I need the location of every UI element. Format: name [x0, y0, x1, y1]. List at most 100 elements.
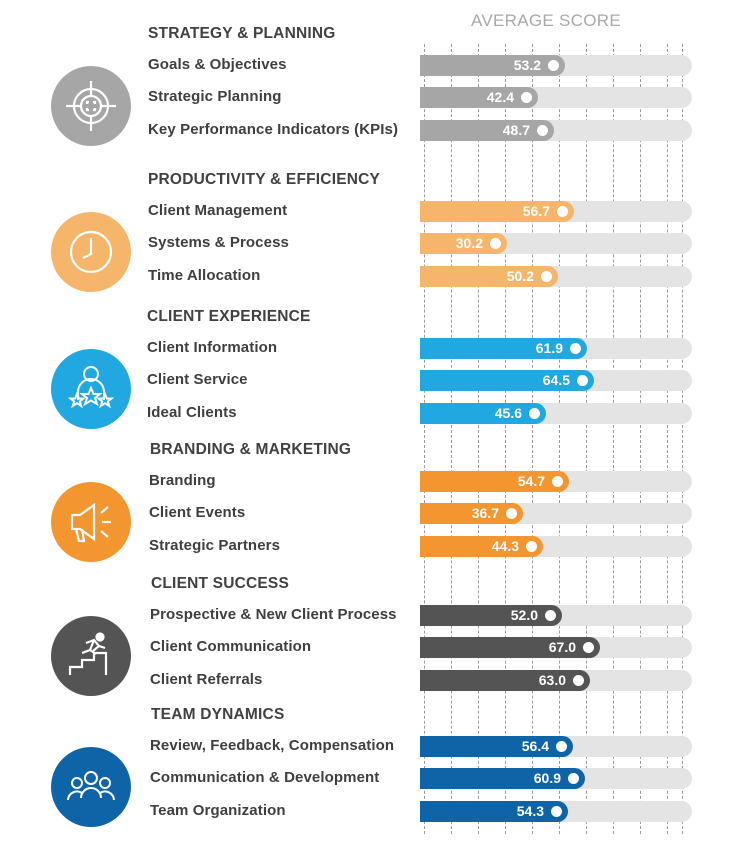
gridline [586, 44, 587, 834]
value-dot [556, 740, 567, 752]
gridline [424, 44, 425, 834]
metric-label: Key Performance Indicators (KPIs) [148, 121, 399, 138]
gridline [451, 44, 452, 834]
value-label: 61.9 [535, 339, 563, 356]
metric-label: Client Events [149, 504, 246, 521]
clock-icon [51, 212, 131, 292]
bar-track: 64.5 [420, 369, 692, 391]
bar-fill [420, 200, 574, 222]
gridline [667, 44, 668, 834]
section-title: CLIENT EXPERIENCE [147, 308, 311, 325]
bar-track: 54.7 [420, 470, 692, 492]
value-dot [548, 59, 559, 71]
bar-track: 54.3 [420, 800, 692, 822]
value-label: 48.7 [502, 121, 530, 138]
value-dot [577, 374, 588, 386]
value-label: 56.4 [521, 737, 549, 754]
chart-title: AVERAGE SCORE [470, 11, 621, 30]
metric-label: Client Management [148, 202, 288, 219]
gridline [640, 44, 641, 834]
value-label: 64.5 [542, 371, 570, 388]
section-title: BRANDING & MARKETING [150, 441, 352, 458]
metric-label: Systems & Process [148, 234, 289, 251]
value-dot [537, 124, 548, 136]
value-dot [541, 270, 552, 282]
value-dot [583, 641, 594, 653]
bar-fill [420, 119, 554, 141]
bar-fill [420, 369, 594, 391]
value-label: 56.7 [522, 202, 550, 219]
target-crosshair-icon [51, 66, 131, 146]
bar-fill [420, 54, 565, 76]
bar-fill [420, 86, 538, 108]
value-dot [557, 205, 568, 217]
bar-fill [420, 800, 568, 822]
value-label: 42.4 [486, 88, 514, 105]
person-stars-icon [51, 349, 131, 429]
metric-label: Client Referrals [150, 671, 263, 688]
metric-label: Communication & Development [150, 769, 380, 786]
value-dot [521, 91, 532, 103]
bar-track: 61.9 [420, 337, 692, 359]
bar-fill [420, 232, 507, 254]
bar-track: 44.3 [420, 535, 692, 557]
value-label: 63.0 [538, 671, 566, 688]
gridline [559, 44, 560, 834]
bar-fill [420, 669, 590, 691]
section-title: TEAM DYNAMICS [151, 706, 285, 723]
metric-label: Branding [149, 472, 216, 489]
gridline [613, 44, 614, 834]
metric-label: Ideal Clients [147, 404, 237, 421]
section-title: PRODUCTIVITY & EFFICIENCY [148, 171, 381, 188]
gridline [505, 44, 506, 834]
value-label: 52.0 [510, 606, 538, 623]
metric-label: Prospective & New Client Process [150, 606, 397, 623]
value-dot [529, 407, 540, 419]
metric-label: Team Organization [150, 802, 286, 819]
value-dot [573, 674, 584, 686]
value-label: 67.0 [548, 638, 576, 655]
value-label: 53.2 [513, 56, 541, 73]
value-label: 45.6 [494, 404, 522, 421]
runner-stairs-icon [51, 616, 131, 696]
section-title: STRATEGY & PLANNING [148, 25, 336, 42]
metric-label: Goals & Objectives [148, 56, 287, 73]
metric-label: Time Allocation [148, 267, 261, 284]
value-dot [570, 342, 581, 354]
bar-track: 56.4 [420, 735, 692, 757]
team-people-icon [51, 747, 131, 827]
bar-track: 60.9 [420, 767, 692, 789]
value-dot [545, 609, 556, 621]
value-dot [552, 475, 563, 487]
metric-label: Client Service [147, 371, 248, 388]
bar-fill [420, 402, 546, 424]
bar-fill [420, 337, 587, 359]
bar-fill [420, 535, 543, 557]
bar-track: 48.7 [420, 119, 692, 141]
metric-label: Client Information [147, 339, 278, 356]
value-label: 54.7 [517, 472, 545, 489]
bar-fill [420, 470, 569, 492]
value-label: 44.3 [491, 537, 519, 554]
bar-track: 53.2 [420, 54, 692, 76]
metric-label: Strategic Partners [149, 537, 281, 554]
gridline [682, 44, 683, 834]
gridline [478, 44, 479, 834]
value-dot [490, 237, 501, 249]
metric-label: Strategic Planning [148, 88, 282, 105]
value-dot [506, 507, 517, 519]
value-dot [568, 772, 579, 784]
value-label: 30.2 [455, 234, 483, 251]
value-dot [526, 540, 537, 552]
bar-fill [420, 502, 523, 524]
gridline [532, 44, 533, 834]
bar-fill [420, 604, 562, 626]
value-label: 36.7 [471, 504, 499, 521]
megaphone-icon [51, 482, 131, 562]
bar-fill [420, 767, 585, 789]
bar-track: 50.2 [420, 265, 692, 287]
value-dot [551, 805, 562, 817]
value-label: 50.2 [506, 267, 534, 284]
bar-fill [420, 735, 573, 757]
